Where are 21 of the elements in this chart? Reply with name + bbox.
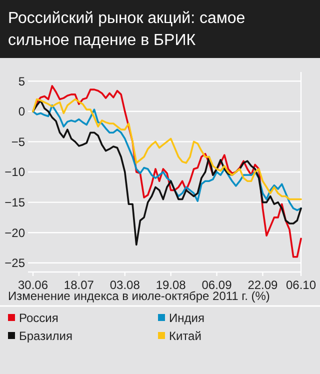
y-tick-label: −15	[4, 196, 26, 210]
y-tick-label: −10	[4, 165, 26, 180]
legend-label: Бразилия	[19, 329, 72, 344]
legend-label: Россия	[19, 311, 58, 326]
y-tick-label: −20	[4, 226, 26, 240]
y-tick-label: −25	[4, 256, 26, 270]
legend-label: Китай	[169, 329, 202, 344]
x-tick-label: 30.06	[18, 278, 48, 292]
x-tick-label: 06.10	[286, 278, 316, 292]
x-tick-label: 19.08	[156, 278, 186, 292]
y-tick-label: −5	[11, 134, 26, 149]
y-tick-label: 0	[18, 104, 26, 119]
x-tick-label: 22.09	[248, 278, 278, 292]
x-tick-label: 18.07	[64, 278, 94, 292]
x-tick-label: 03.08	[110, 278, 140, 292]
chart-title: Российский рынок акций: самое сильное падение в БРИК	[8, 10, 246, 49]
x-axis-title: Изменение индекса в июле-октябре 2011 г. (%)	[8, 289, 270, 303]
line-series	[32, 100, 302, 246]
legend-label: Индия	[169, 311, 204, 326]
x-tick-label: 06.09	[202, 278, 232, 292]
y-tick-label: 5	[18, 74, 26, 88]
